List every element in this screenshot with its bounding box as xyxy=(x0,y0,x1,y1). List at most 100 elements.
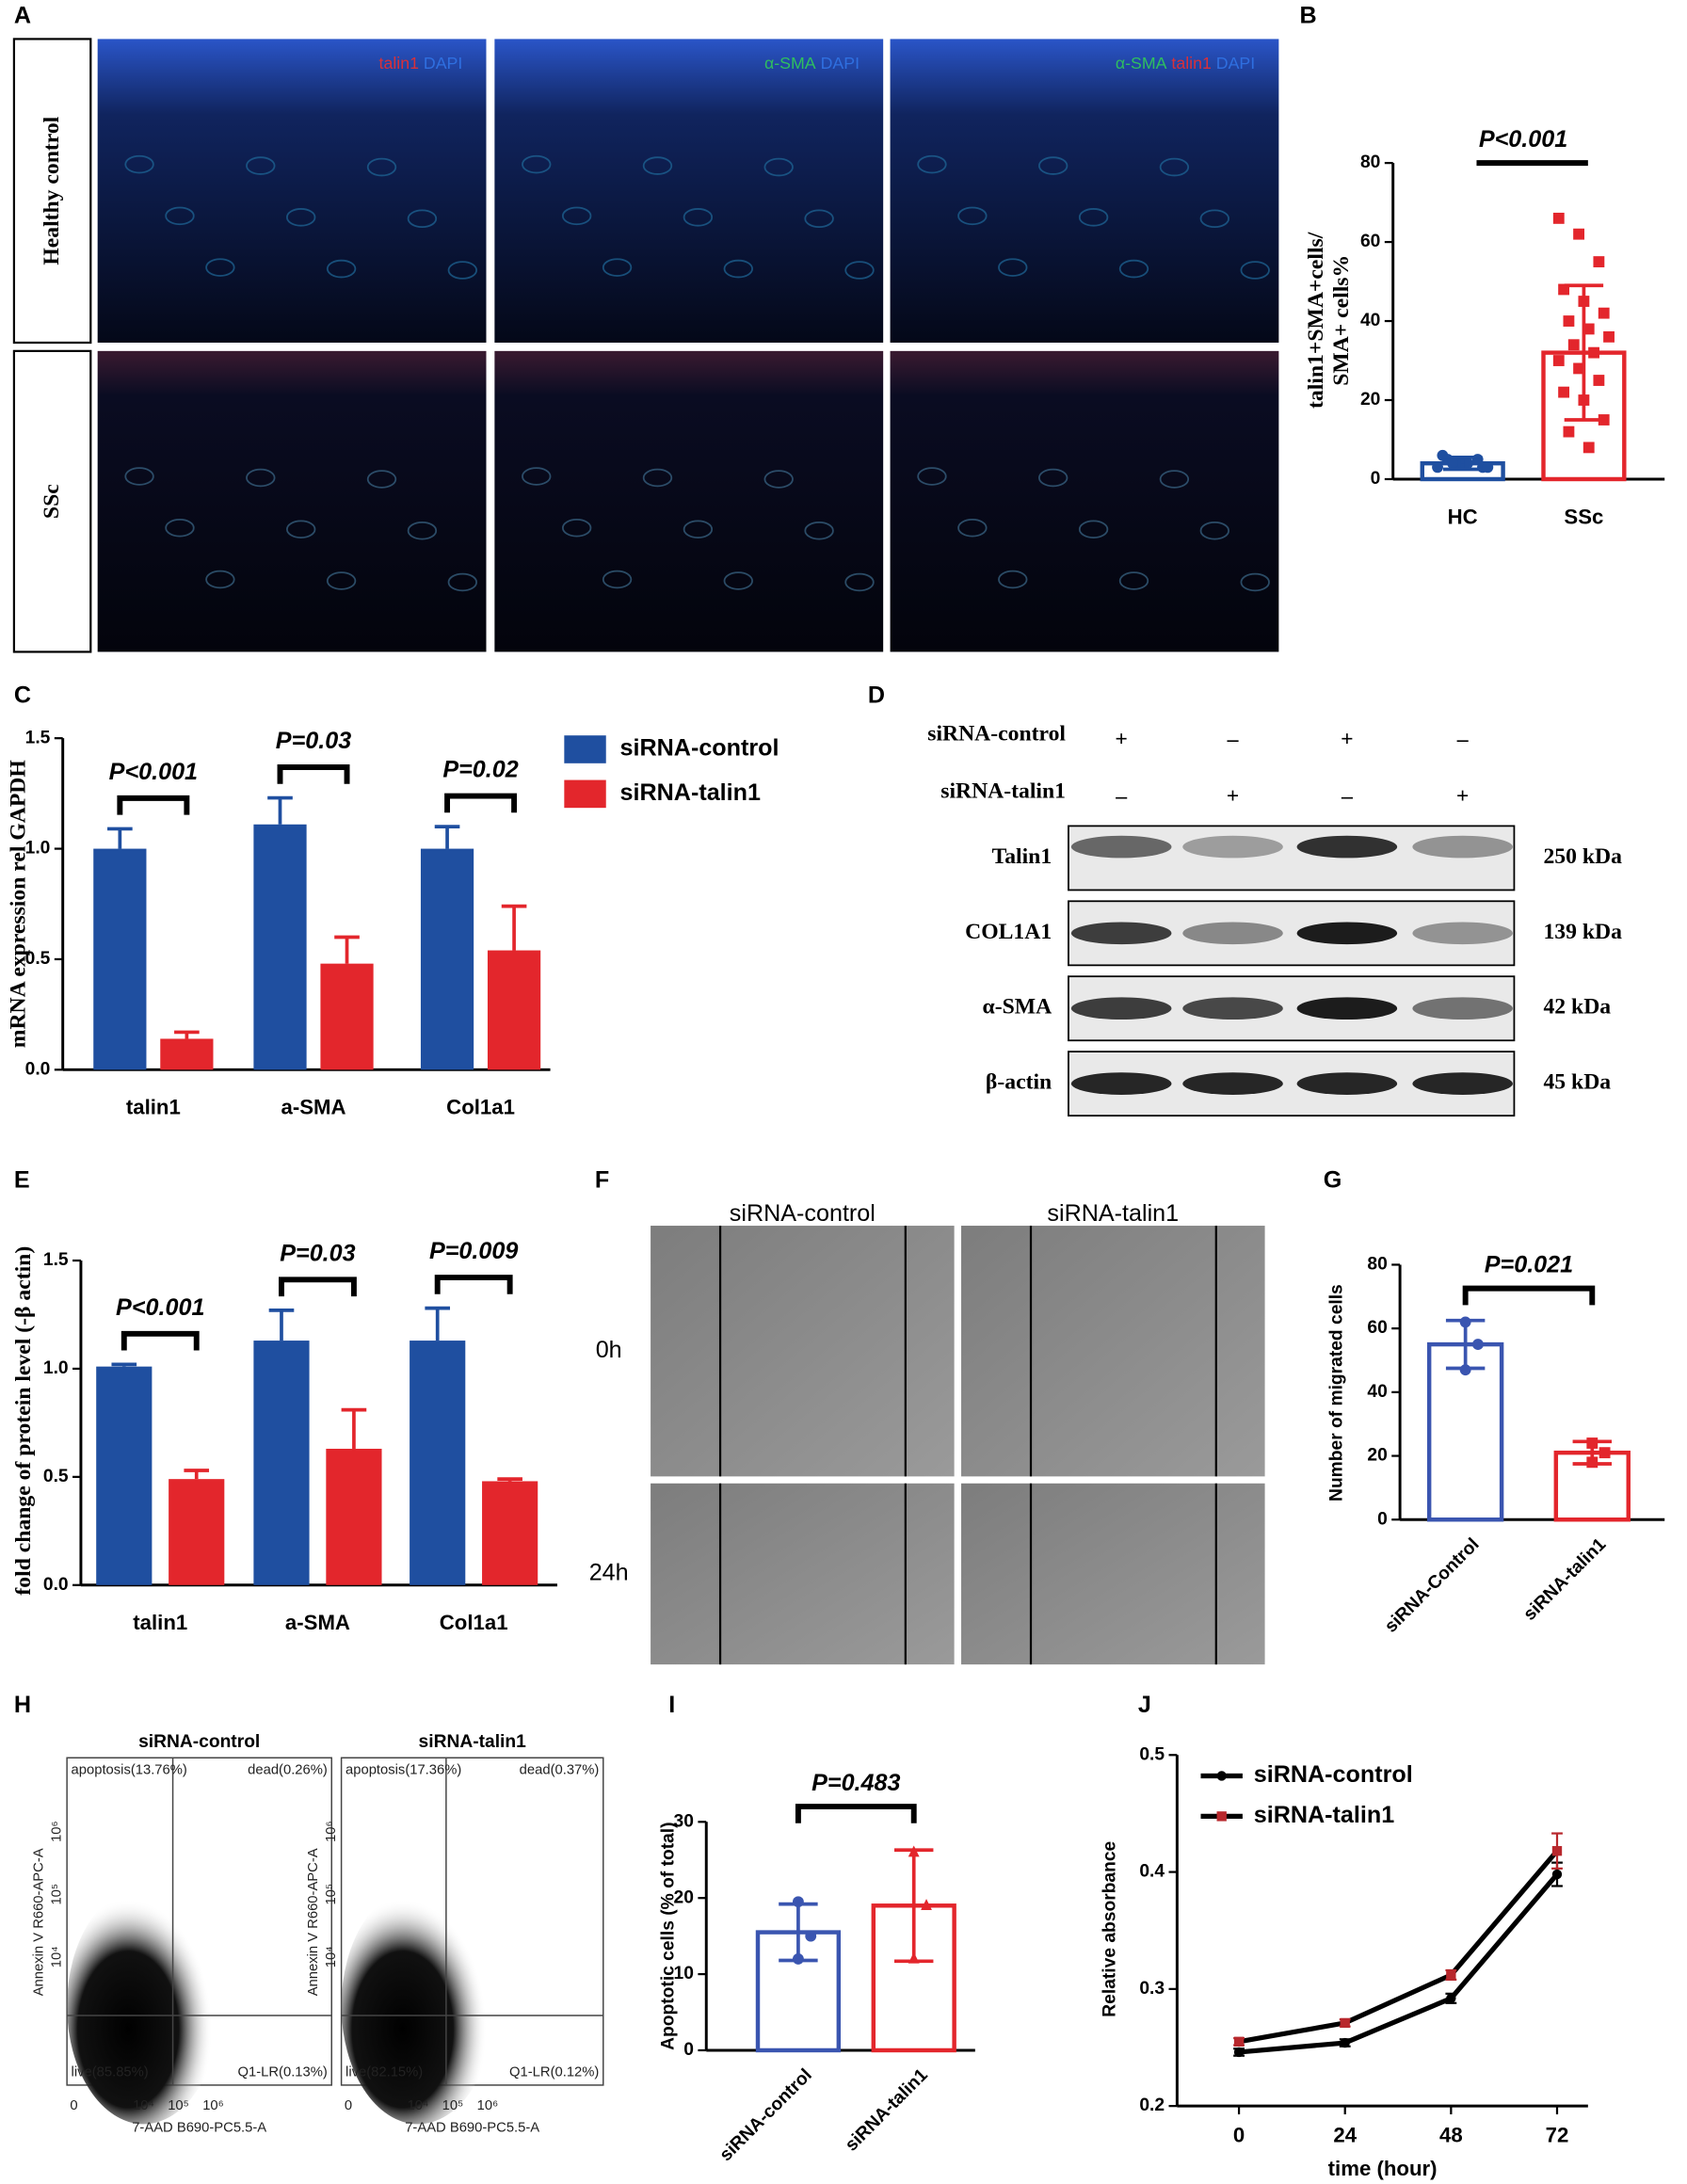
data-point xyxy=(1603,330,1615,343)
x-tick-label: a-SMA xyxy=(285,1611,350,1634)
panel-label: G xyxy=(1324,1166,1342,1193)
y-tick-label: 60 xyxy=(1367,1318,1387,1338)
plot-title: siRNA-control xyxy=(138,1732,260,1752)
x-tick-label: 10⁴ xyxy=(408,2098,429,2113)
bar xyxy=(326,1448,382,1585)
tissue-structure xyxy=(286,520,316,539)
y-axis-label: SMA+ cells% xyxy=(1329,255,1354,386)
y-axis-label: Annexin V R660-APC-A xyxy=(306,1848,321,1996)
x-tick-label: a-SMA xyxy=(281,1096,345,1119)
y-tick-label: 30 xyxy=(674,1811,694,1831)
panel-label: H xyxy=(14,1692,31,1718)
tissue-structure xyxy=(642,468,673,488)
treatment-sign: + xyxy=(1341,728,1353,752)
event-cloud xyxy=(341,1887,495,2125)
data-point xyxy=(1552,355,1565,366)
tissue-structure xyxy=(1240,572,1270,592)
tissue-structure xyxy=(326,571,357,590)
quadrant-label: Q1-LR(0.12%) xyxy=(509,2065,599,2080)
tissue-structure xyxy=(763,470,794,489)
bar xyxy=(169,1479,225,1585)
y-tick-label: 10⁵ xyxy=(50,1884,65,1905)
x-axis-label: 7-AAD B690-PC5.5-A xyxy=(405,2121,539,2136)
bar xyxy=(420,848,474,1070)
blot-band xyxy=(1296,835,1398,859)
data-point xyxy=(1340,2037,1350,2048)
y-tick-label: 0.5 xyxy=(1139,1744,1165,1764)
panel-label: F xyxy=(595,1166,609,1193)
tissue-structure xyxy=(917,154,947,174)
tissue-structure xyxy=(1037,156,1068,175)
data-point xyxy=(1558,283,1570,296)
channel-name: talin1 xyxy=(1171,54,1215,72)
blot-band xyxy=(1412,922,1513,945)
x-tick-label: 10⁶ xyxy=(477,2098,499,2113)
data-point xyxy=(1573,228,1584,240)
channel-label: α-SMA talin1 DAPI xyxy=(1116,54,1255,72)
tissue-structure xyxy=(1159,157,1190,177)
x-tick-label: talin1 xyxy=(133,1611,187,1634)
x-tick-label: 48 xyxy=(1439,2124,1463,2147)
data-point xyxy=(1573,362,1584,375)
data-point xyxy=(1593,375,1605,386)
tissue-structure xyxy=(763,157,794,177)
y-tick-label: 60 xyxy=(1360,232,1380,251)
treatment-label: siRNA-talin1 xyxy=(940,779,1066,803)
treatment-sign: – xyxy=(1456,728,1469,752)
micrograph xyxy=(97,39,487,343)
p-value: P<0.001 xyxy=(109,759,198,785)
tissue-structure xyxy=(683,520,714,539)
channel-name: α-SMA xyxy=(1116,54,1172,72)
data-point xyxy=(1462,458,1473,470)
bar xyxy=(410,1341,466,1585)
band-size: 42 kDa xyxy=(1543,995,1611,1020)
tissue-structure xyxy=(1078,208,1109,227)
p-value: P=0.02 xyxy=(442,757,518,783)
tissue-structure xyxy=(602,570,633,589)
panel-label: C xyxy=(14,682,31,708)
data-point xyxy=(1233,2036,1245,2047)
y-tick-label: 0 xyxy=(1371,469,1381,489)
tissue-structure xyxy=(723,571,753,590)
quadrant-label: dead(0.37%) xyxy=(520,1762,600,1777)
bar xyxy=(253,1341,310,1585)
data-point xyxy=(1583,323,1595,335)
data-point xyxy=(1563,315,1575,327)
data-point xyxy=(1583,442,1595,454)
blot-band xyxy=(1412,997,1513,1020)
micrograph xyxy=(494,350,884,652)
micrograph xyxy=(890,350,1279,652)
data-point xyxy=(1340,2017,1350,2029)
y-tick-label: 20 xyxy=(674,1887,694,1907)
blot-band xyxy=(1412,1072,1513,1095)
x-tick-label: 24 xyxy=(1333,2124,1357,2147)
data-point xyxy=(1482,461,1494,474)
plot-title: siRNA-talin1 xyxy=(419,1732,527,1752)
x-axis-label: 7-AAD B690-PC5.5-A xyxy=(132,2121,266,2136)
tissue-structure xyxy=(1159,470,1190,489)
legend-label: siRNA-control xyxy=(1254,1761,1413,1788)
data-point xyxy=(1446,1993,1456,2003)
protein-label: β-actin xyxy=(986,1070,1052,1095)
blot-band xyxy=(1296,1072,1398,1095)
series-line xyxy=(1238,1872,1559,2055)
quadrant-label: apoptosis(17.36%) xyxy=(345,1762,461,1777)
channel-label: α-SMA DAPI xyxy=(764,54,860,72)
band-size: 139 kDa xyxy=(1543,920,1622,944)
event-cloud xyxy=(67,1887,220,2125)
tissue-structure xyxy=(561,518,592,538)
p-value: P<0.001 xyxy=(1479,126,1567,153)
bar xyxy=(93,848,147,1070)
data-point xyxy=(1472,1339,1484,1351)
column-label: siRNA-control xyxy=(730,1200,876,1227)
tissue-structure xyxy=(366,157,397,177)
y-tick-label: 80 xyxy=(1360,153,1380,172)
treatment-sign: – xyxy=(1115,784,1127,809)
quadrant-label: live(82.15%) xyxy=(345,2065,423,2080)
row-label: 24h xyxy=(589,1560,629,1586)
x-tick-label: 0 xyxy=(345,2098,352,2113)
data-point xyxy=(1558,386,1570,398)
column-label: siRNA-talin1 xyxy=(1047,1200,1179,1227)
channel-name: α-SMA xyxy=(764,54,821,72)
blot-band xyxy=(1296,922,1398,945)
